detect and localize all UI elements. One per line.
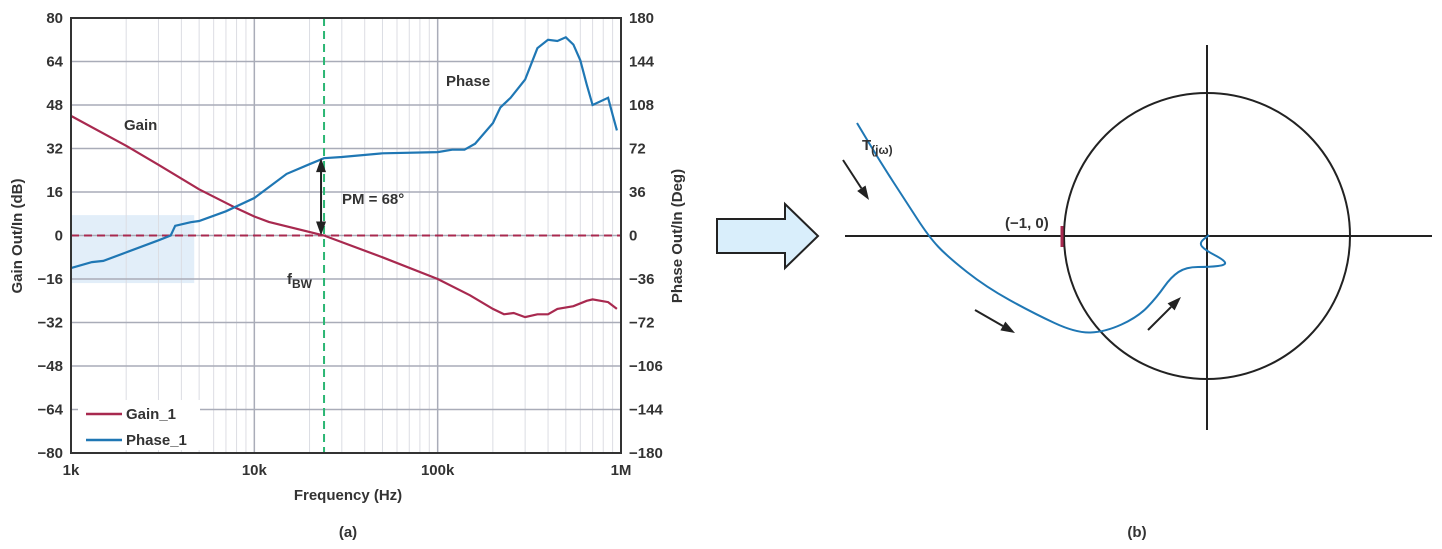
- arrow-head-icon: [1167, 297, 1181, 311]
- x-tick-label: 1M: [611, 462, 632, 479]
- plot-frame: [70, 17, 622, 454]
- x-tick-label: 1k: [63, 462, 80, 479]
- y-tick-label: −80: [38, 445, 63, 462]
- phase-series-line: [70, 35, 618, 270]
- y2-tick-label: 108: [629, 97, 654, 114]
- right-arrow-icon: [716, 201, 820, 271]
- y2-tick-label: −72: [629, 315, 654, 332]
- critical-point-label: (−1, 0): [1005, 215, 1049, 232]
- curve-label-sub: (jω): [871, 143, 892, 157]
- y-tick-label: 16: [46, 184, 63, 201]
- gain-series-line: [70, 114, 618, 319]
- y2-tick-label: −180: [629, 445, 663, 462]
- tick-labels: 80 180 64 144 48 108 32 72 16 36 0 0 −16 −36 −32 −72 −48…: [38, 10, 664, 479]
- nyquist-diagram: (−1, 0) T(jω) (b): [716, 45, 1432, 541]
- nyquist-curve: [856, 122, 1227, 334]
- bode-plot: 80 180 64 144 48 108 32 72 16 36 0 0 −16 −36 −32 −72 −48…: [9, 10, 686, 541]
- direction-arrow-shaft: [974, 309, 1004, 327]
- y-tick-label: −32: [38, 315, 63, 332]
- crossover-label-main: f: [287, 271, 293, 288]
- y2-tick-label: 36: [629, 184, 646, 201]
- y-tick-label: 64: [46, 54, 63, 71]
- y-tick-label: 0: [55, 228, 63, 245]
- phase-curve-label: Phase: [446, 73, 490, 90]
- y2-tick-label: 180: [629, 10, 654, 27]
- y-tick-label: 80: [46, 10, 63, 27]
- y2-tick-label: −36: [629, 271, 654, 288]
- y-tick-label: −64: [38, 402, 64, 419]
- y-tick-label: 48: [46, 97, 63, 114]
- y2-tick-label: 144: [629, 54, 655, 71]
- caption-a: (a): [339, 524, 357, 541]
- y2-axis-label: Phase Out/In (Deg): [669, 169, 686, 303]
- y2-tick-label: −106: [629, 358, 663, 375]
- unit-circle: [1063, 92, 1351, 380]
- legend-label-phase: Phase_1: [126, 432, 187, 449]
- crossover-label: fBW: [287, 271, 313, 291]
- arrow-head-icon: [1000, 321, 1015, 333]
- crossover-label-sub: BW: [292, 277, 313, 291]
- gain-curve-label: Gain: [124, 117, 157, 134]
- y2-tick-label: 0: [629, 228, 637, 245]
- y-axis-label: Gain Out/In (dB): [9, 179, 26, 294]
- x-tick-label: 100k: [421, 462, 455, 479]
- direction-arrow-shaft: [1147, 306, 1172, 331]
- y2-tick-label: −144: [629, 402, 663, 419]
- y-tick-label: −16: [38, 271, 63, 288]
- caption-b: (b): [1127, 524, 1146, 541]
- direction-arrows: [842, 159, 1181, 333]
- phase-margin-arrow: [316, 158, 327, 236]
- y-tick-label: −48: [38, 358, 63, 375]
- phase-margin-label: PM = 68°: [342, 191, 404, 208]
- curve-label-main: T: [862, 137, 871, 154]
- arrow-head-icon: [857, 185, 869, 200]
- legend: Gain_1 Phase_1: [78, 400, 200, 450]
- curve-label: T(jω): [862, 137, 893, 157]
- y-tick-label: 32: [46, 141, 63, 158]
- legend-background: [78, 400, 200, 450]
- legend-label-gain: Gain_1: [126, 406, 176, 423]
- x-axis-label: Frequency (Hz): [294, 487, 402, 504]
- x-tick-label: 10k: [242, 462, 268, 479]
- y2-tick-label: 72: [629, 141, 646, 158]
- arrow-up-icon: [316, 158, 327, 173]
- arrow-down-icon: [316, 221, 327, 236]
- direction-arrow-shaft: [842, 159, 863, 189]
